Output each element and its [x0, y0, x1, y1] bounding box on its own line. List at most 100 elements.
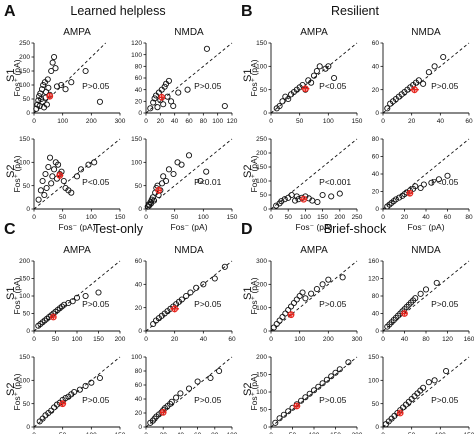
data-point: [158, 86, 165, 93]
y-tick-label: 0: [26, 328, 30, 335]
x-tick-label: 50: [289, 432, 297, 434]
x-tick-label: 150: [352, 118, 363, 125]
data-point: [302, 394, 309, 401]
x-tick-label: 0: [32, 432, 36, 434]
stat-annotation: P<0.05: [319, 81, 346, 91]
stat-annotation: P>0.05: [431, 299, 458, 309]
data-point: [187, 289, 194, 296]
y-tick-label: 50: [23, 183, 31, 190]
x-tick-label: 50: [59, 214, 67, 221]
data-point: [412, 183, 419, 190]
mean-point: [155, 186, 163, 194]
stat-annotation: P<0.05: [82, 177, 109, 187]
plot-header: NMDA: [411, 27, 441, 38]
y-tick-label: 0: [263, 206, 267, 213]
x-tick-label: 20: [401, 214, 409, 221]
data-point: [308, 290, 315, 297]
data-point: [44, 76, 51, 83]
data-point: [299, 289, 306, 296]
x-tick-label: 150: [317, 214, 328, 221]
data-point: [285, 95, 292, 103]
y-tick-label: 100: [256, 389, 267, 396]
y-tick-label: 0: [138, 424, 142, 431]
data-point: [170, 102, 177, 110]
data-point: [319, 380, 326, 387]
data-point: [279, 98, 286, 105]
data-point: [91, 159, 98, 166]
x-tick-label: 60: [228, 336, 236, 343]
row-label: S1: [242, 69, 254, 82]
x-tick-label: 0: [144, 336, 148, 343]
unity-line: [382, 138, 470, 210]
x-tick-label: 40: [171, 118, 179, 125]
data-point: [415, 77, 422, 84]
data-point: [193, 284, 200, 291]
x-tick-label: 0: [269, 214, 273, 221]
data-point: [53, 83, 60, 90]
mean-point: [59, 400, 67, 408]
panel-title: Learned helpless: [70, 4, 165, 18]
data-point: [175, 89, 182, 96]
y-tick-label: 20: [372, 87, 380, 94]
mean-point: [401, 310, 408, 317]
panel-letter: C: [4, 221, 16, 238]
scatter-plot-s1-0: AMPA 0 50 100 150 0 50 100 150 P<0.05: [256, 27, 363, 125]
data-point: [51, 166, 58, 173]
x-tick-label: 80: [465, 214, 473, 221]
x-tick-label: 150: [330, 432, 341, 434]
data-point: [58, 168, 65, 175]
x-tick-label: 40: [422, 214, 430, 221]
data-point: [331, 74, 338, 82]
data-point: [310, 72, 318, 79]
data-point: [160, 173, 167, 180]
y-axis-label: Fos⁺ (pA): [249, 155, 259, 192]
y-tick-label: 80: [372, 293, 380, 300]
x-tick-label: 0: [269, 336, 273, 343]
x-tick-label: 0: [269, 432, 273, 434]
scatter-plot-s1-0: AMPA 0 100 200 300 0 100 200 300 P>0.05: [256, 245, 363, 343]
y-tick-label: 0: [26, 206, 30, 213]
x-tick-label: 40: [401, 336, 409, 343]
data-point: [47, 154, 54, 161]
data-point: [36, 102, 43, 110]
x-tick-label: 0: [381, 118, 385, 125]
unity-line: [382, 356, 470, 428]
x-tick-label: 150: [93, 336, 104, 343]
x-tick-label: 50: [171, 214, 179, 221]
y-tick-label: 0: [26, 424, 30, 431]
x-tick-label: 60: [444, 214, 452, 221]
x-tick-label: 300: [115, 118, 126, 125]
scatter-plot-s2-0: 0 50 100 150 0 50 100 150 P<0.05 Fos⁻ (pA): [19, 136, 126, 232]
stat-annotation: P>0.05: [82, 81, 109, 91]
unity-line: [382, 260, 470, 332]
y-tick-label: 200: [256, 150, 267, 157]
data-point: [39, 177, 46, 185]
unity-line: [382, 42, 470, 114]
mean-point: [411, 86, 418, 94]
data-point: [412, 295, 419, 302]
data-point: [165, 77, 172, 84]
x-tick-label: 80: [422, 336, 430, 343]
y-tick-label: 0: [26, 110, 30, 117]
data-point: [325, 63, 332, 70]
data-point: [147, 105, 154, 112]
mean-point: [46, 92, 54, 100]
data-point: [420, 384, 427, 391]
scatter-plot-s2-1: 0 50 100 150 0 50 100 150 P<0.01 Fos⁻ (pA): [131, 136, 238, 232]
data-point: [306, 390, 313, 397]
x-tick-label: 150: [227, 214, 238, 221]
x-tick-label: 100: [227, 432, 238, 434]
data-point: [431, 63, 438, 70]
data-point: [194, 378, 201, 385]
x-tick-label: 200: [115, 336, 126, 343]
scatter-plot-s1-1: NMDA 0 20 40 60 0 20 40 60 P>0.05: [135, 245, 236, 343]
y-tick-label: 40: [372, 171, 380, 178]
y-tick-label: 50: [23, 401, 31, 408]
x-axis-label: Fos⁻ (pA): [58, 222, 95, 232]
data-point: [42, 94, 49, 101]
y-tick-label: 0: [263, 424, 267, 431]
row-label: S2: [242, 165, 254, 178]
y-tick-label: 200: [19, 258, 30, 265]
